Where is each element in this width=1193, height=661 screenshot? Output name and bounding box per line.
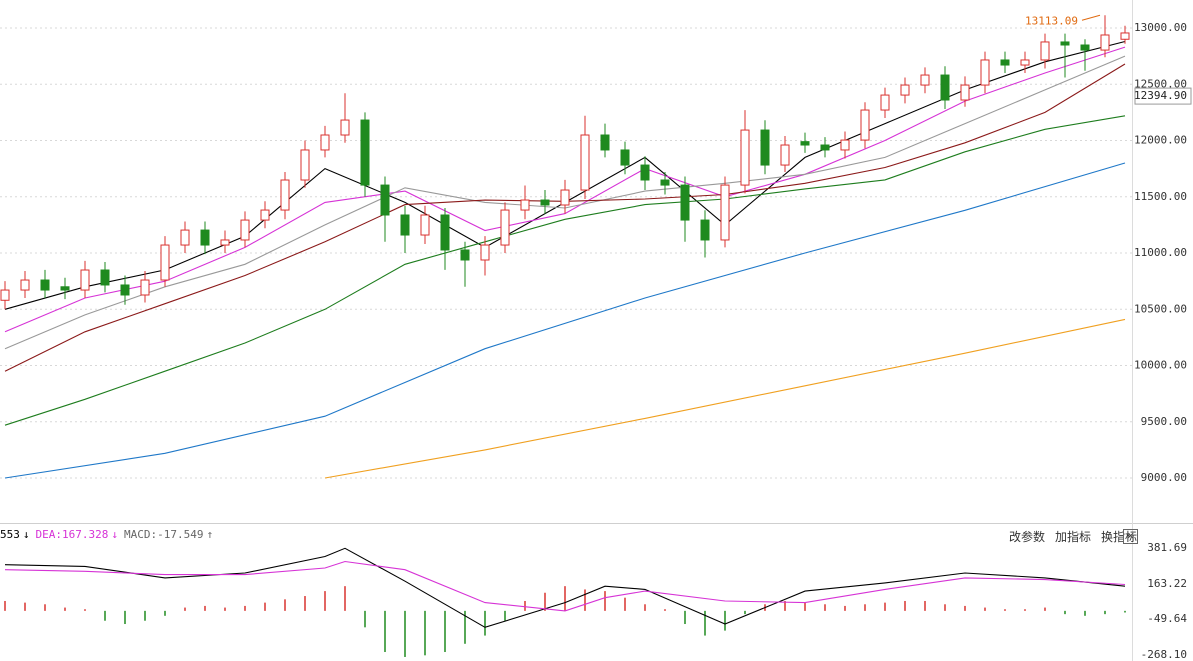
y-tick-label: 12500.00 [1134, 77, 1187, 90]
candle-body [320, 134, 330, 151]
high-marker-arrow [1081, 14, 1101, 21]
candle-body [340, 119, 350, 136]
candle-body [1080, 44, 1090, 51]
candle-body [780, 144, 790, 166]
indicator-arrow: ↓ [22, 528, 30, 541]
candle-body [560, 189, 570, 206]
candle-body [600, 134, 610, 151]
candle-body [480, 244, 490, 261]
candle-body [40, 279, 50, 291]
y-tick-label: 11000.00 [1134, 246, 1187, 259]
candle-body [1020, 59, 1030, 66]
y-tick-label: 10000.00 [1134, 359, 1187, 372]
indicator-value: MACD:-17.549 [123, 528, 204, 541]
moving-average-line [4, 40, 1126, 310]
candle-body [800, 141, 810, 146]
candle-body [460, 249, 470, 261]
candle-body [880, 94, 890, 111]
indicator-button[interactable]: 换指标 [1100, 530, 1137, 544]
candle-body [160, 244, 170, 281]
indicator-button[interactable]: 加指标 [1054, 530, 1091, 544]
candle-body [680, 184, 690, 221]
candle-body [500, 209, 510, 246]
candle-body [280, 179, 290, 211]
close-button[interactable]: × [1123, 529, 1138, 544]
y-tick-label: -49.64 [1147, 612, 1187, 625]
candle-body [820, 144, 830, 151]
candle-body [180, 229, 190, 246]
moving-average-line [4, 115, 1126, 426]
candle-body [760, 129, 770, 166]
moving-average-line [324, 318, 1126, 479]
moving-average-line [4, 162, 1126, 479]
indicator-arrow: ↑ [206, 528, 214, 541]
candle-body [80, 269, 90, 291]
y-tick-label: 9000.00 [1141, 471, 1187, 484]
candle-body [580, 134, 590, 191]
candle-body [700, 219, 710, 241]
macd-buttons: 改参数 加指标 换指标 [999, 528, 1137, 545]
candle-body [1060, 41, 1070, 46]
y-tick-label: 11500.00 [1134, 190, 1187, 203]
y-tick-label: 9500.00 [1141, 415, 1187, 428]
candle-body [380, 184, 390, 216]
candle-body [60, 286, 70, 291]
candle-body [1100, 34, 1110, 51]
y-tick-label: 10500.00 [1134, 302, 1187, 315]
candle-body [940, 74, 950, 101]
candle-body [1120, 32, 1130, 40]
y-tick-label: 12000.00 [1134, 134, 1187, 147]
indicator-arrow: ↓ [111, 528, 118, 541]
candle-body [440, 214, 450, 251]
candle-body [920, 74, 930, 86]
high-marker-label: 13113.09 [1025, 14, 1078, 27]
candle-body [140, 279, 150, 296]
candle-body [100, 269, 110, 286]
candle-body [860, 109, 870, 141]
candle-body [1040, 41, 1050, 61]
candle-body [420, 214, 430, 236]
candle-body [120, 284, 130, 296]
candle-body [980, 59, 990, 86]
last-price-box [1134, 87, 1192, 105]
last-price-label: 12394.90 [1134, 89, 1187, 102]
macd-header: 553 ↓ DEA:167.328 ↓ MACD:-17.549 ↑ [0, 528, 219, 541]
candle-body [360, 119, 370, 186]
dea-line [4, 560, 1126, 612]
candle-body [740, 129, 750, 186]
candle-body [300, 149, 310, 181]
candle-body [0, 289, 10, 301]
candle-body [200, 229, 210, 246]
y-tick-label: 163.22 [1147, 577, 1187, 590]
candle-body [1000, 59, 1010, 66]
candle-body [540, 199, 550, 206]
indicator-value: 553 [0, 528, 20, 541]
candle-body [620, 149, 630, 166]
candle-body [260, 209, 270, 221]
candle-body [240, 219, 250, 241]
moving-average-line [4, 63, 1126, 372]
indicator-button[interactable]: 改参数 [1008, 530, 1045, 544]
candle-body [220, 239, 230, 246]
candle-body [900, 84, 910, 96]
candle-body [660, 179, 670, 186]
candle-body [640, 164, 650, 181]
candle-body [520, 199, 530, 211]
candle-body [840, 139, 850, 151]
y-tick-label: 13000.00 [1134, 21, 1187, 34]
candle-body [20, 279, 30, 291]
candle-body [400, 214, 410, 236]
candle-body [720, 184, 730, 241]
y-tick-label: 381.69 [1147, 541, 1187, 554]
candle-body [960, 84, 970, 101]
y-tick-label: -268.10 [1141, 648, 1187, 661]
indicator-value: DEA:167.328 [35, 528, 109, 541]
